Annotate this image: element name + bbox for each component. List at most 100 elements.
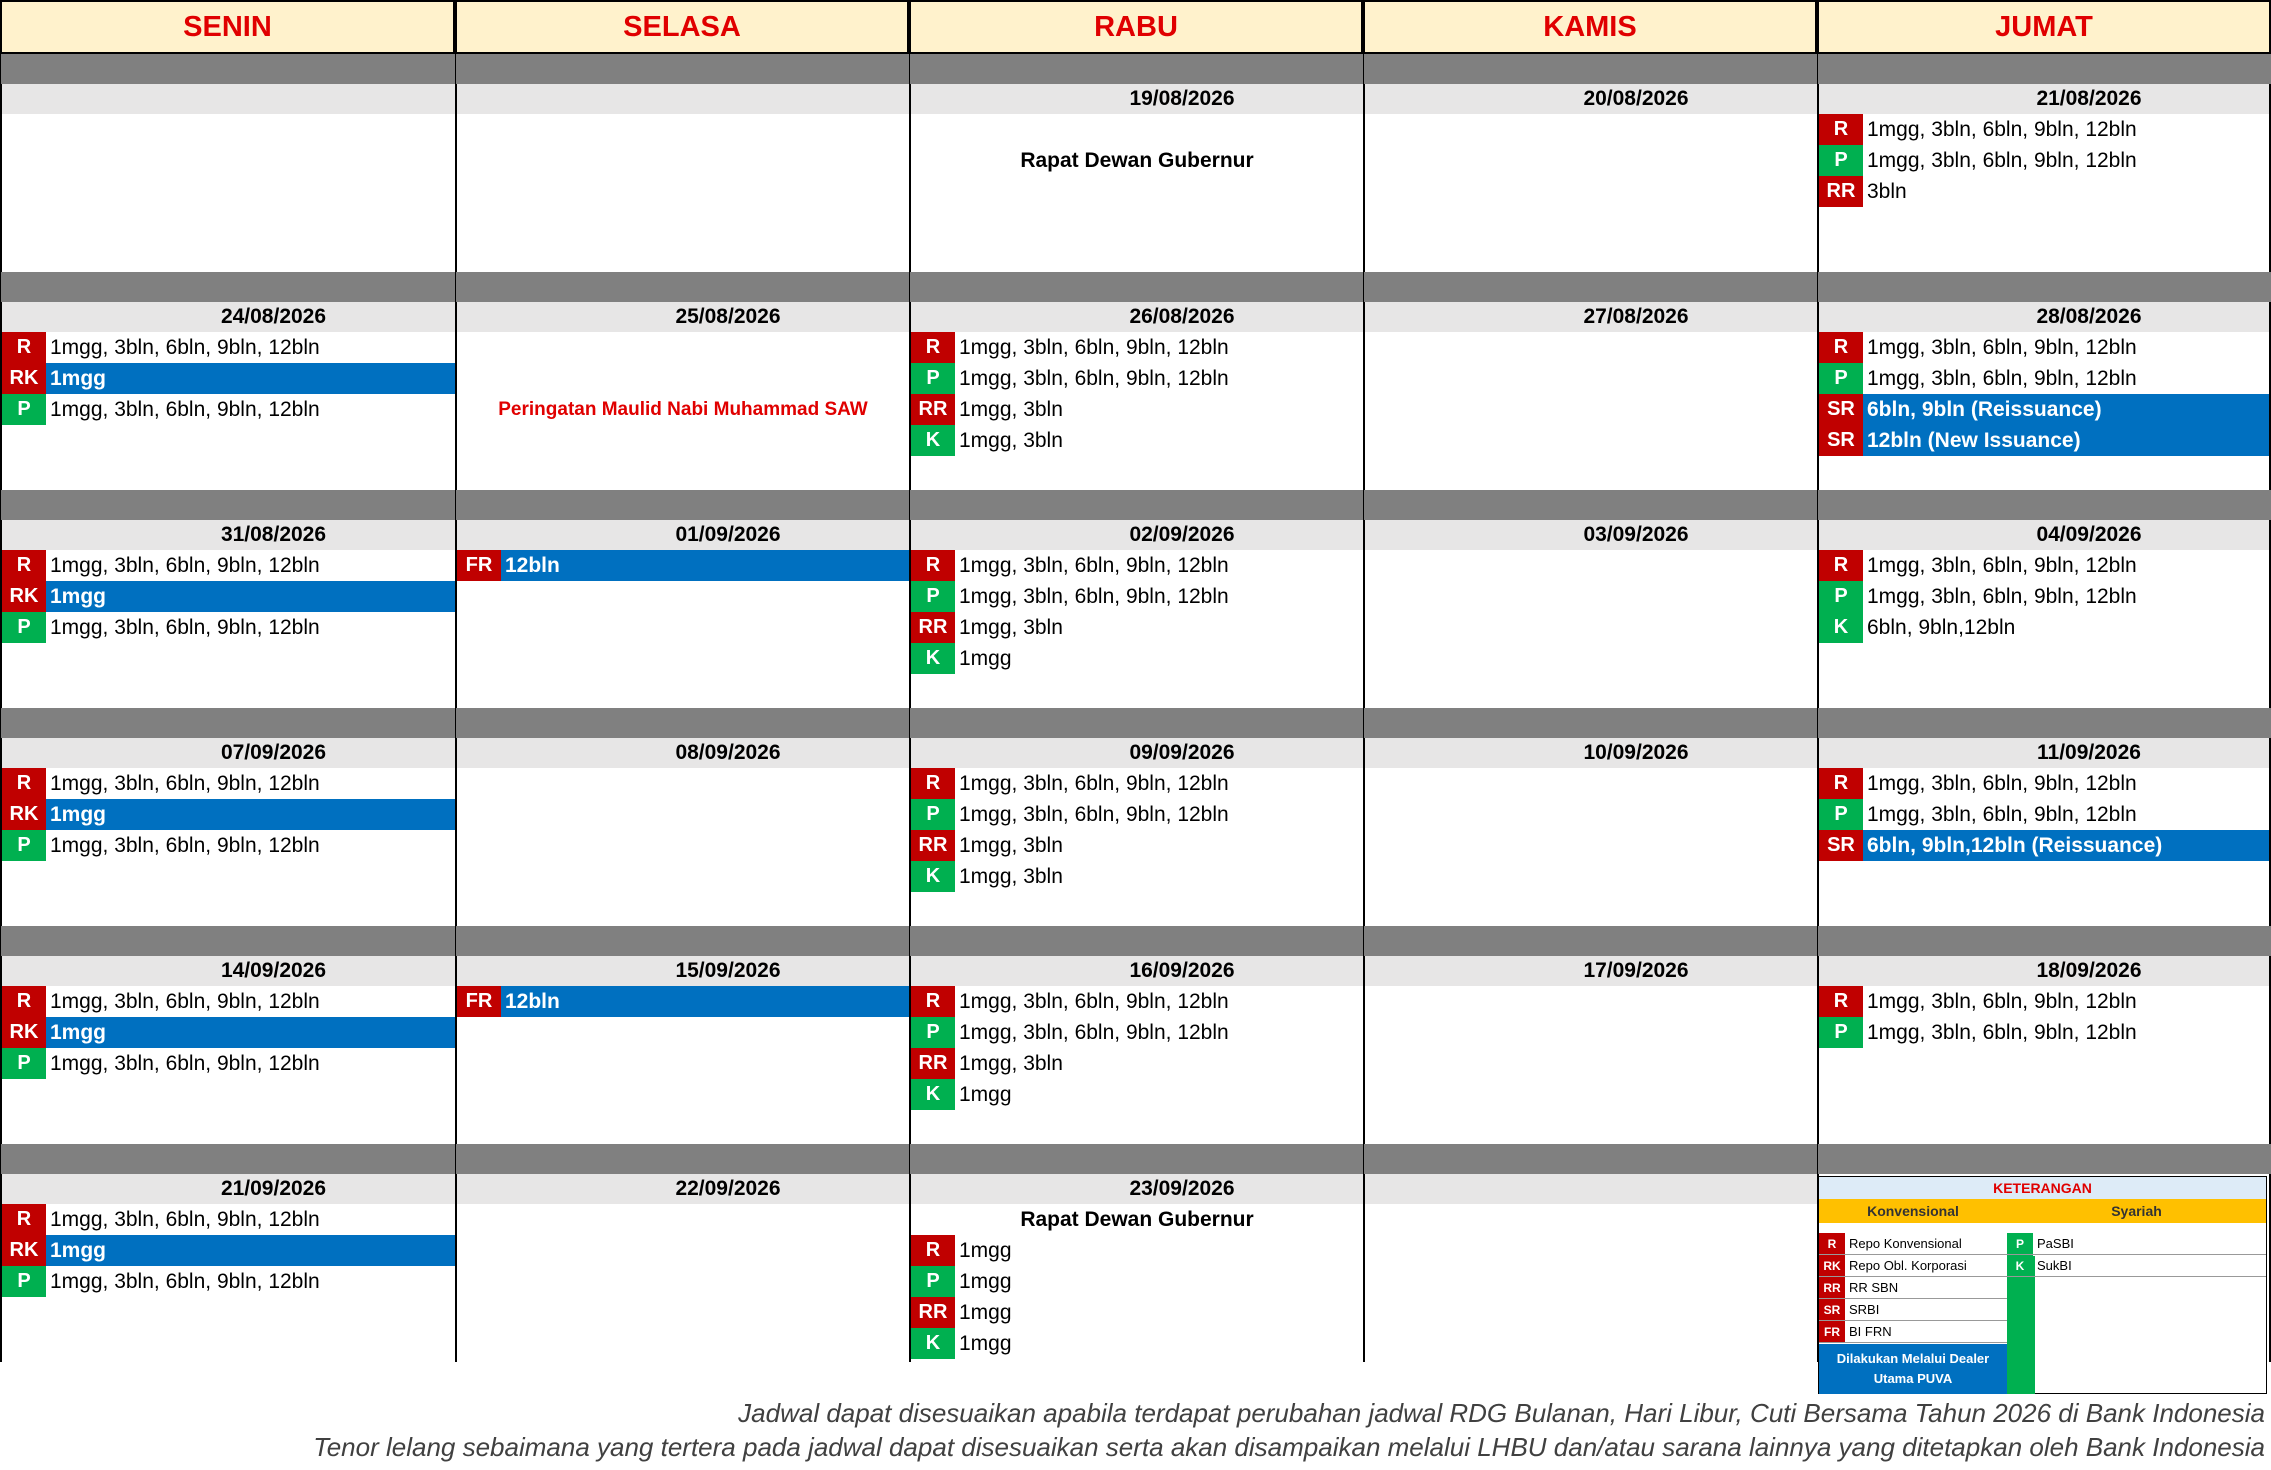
calendar-cell[interactable]: 19/08/2026 Rapat Dewan Gubernur (909, 84, 1363, 272)
date-bar: 26/08/2026 (911, 302, 1363, 332)
calendar-cell[interactable]: 11/09/2026 R 1mgg, 3bln, 6bln, 9bln, 12bln… (1817, 738, 2271, 926)
calendar-cell[interactable]: 22/09/2026 (455, 1174, 909, 1362)
cell-date: 26/08/2026 (1129, 305, 1235, 328)
week-separator (0, 54, 455, 84)
legend-badge: K (2007, 1255, 2033, 1276)
legend-item-r: R Repo Konvensional (1819, 1233, 2007, 1255)
tenor-text: 1mgg, 3bln, 6bln, 9bln, 12bln (50, 833, 320, 857)
tenor-text: 1mgg, 3bln, 6bln, 9bln, 12bln (1867, 802, 2137, 826)
legend-label: SukBI (2037, 1258, 2072, 1273)
instrument-badge-p: P (1819, 363, 1863, 394)
auction-line: P 1mgg, 3bln, 6bln, 9bln, 12bln (911, 1017, 1363, 1048)
instrument-badge-p: P (911, 1017, 955, 1048)
tenor-text: 1mgg, 3bln, 6bln, 9bln, 12bln (50, 1051, 320, 1075)
tenor-text: 1mgg, 3bln, 6bln, 9bln, 12bln (1867, 335, 2137, 359)
legend-badge: R (1819, 1233, 1845, 1254)
instrument-badge-rr: RR (911, 830, 955, 861)
tenor-text: 1mgg (959, 1082, 1012, 1106)
calendar-cell[interactable]: 14/09/2026 R 1mgg, 3bln, 6bln, 9bln, 12bln… (0, 956, 455, 1144)
instrument-badge-p: P (2, 830, 46, 861)
tenor-text: 1mgg, 3bln, 6bln, 9bln, 12bln (1867, 989, 2137, 1013)
cell-date: 18/09/2026 (2036, 959, 2142, 982)
legend-label: BI FRN (1849, 1324, 1892, 1339)
calendar-cell[interactable]: 25/08/2026 Peringatan Maulid Nabi Muhamma… (455, 302, 909, 490)
calendar-cell[interactable] (0, 84, 455, 272)
calendar-cell[interactable]: 02/09/2026 R 1mgg, 3bln, 6bln, 9bln, 12bln… (909, 520, 1363, 708)
instrument-badge-rr: RR (1819, 176, 1863, 207)
calendar-cell[interactable] (455, 84, 909, 272)
week-separator (455, 272, 909, 302)
date-bar: 17/09/2026 (1365, 956, 1817, 986)
calendar-cell[interactable]: 24/08/2026 R 1mgg, 3bln, 6bln, 9bln, 12bln… (0, 302, 455, 490)
calendar-cell[interactable]: 03/09/2026 (1363, 520, 1817, 708)
calendar-cell[interactable]: 09/09/2026 R 1mgg, 3bln, 6bln, 9bln, 12bln… (909, 738, 1363, 926)
instrument-badge-p: P (2, 1266, 46, 1297)
week-separator (0, 708, 455, 738)
auction-line: R 1mgg, 3bln, 6bln, 9bln, 12bln (911, 332, 1363, 363)
calendar-cell[interactable]: 04/09/2026 R 1mgg, 3bln, 6bln, 9bln, 12bln… (1817, 520, 2271, 708)
calendar-cell[interactable]: 10/09/2026 (1363, 738, 1817, 926)
week-separator (909, 490, 1363, 520)
week-separator (1817, 1144, 2271, 1174)
auction-line: RR 1mgg, 3bln (911, 1048, 1363, 1079)
date-bar: 08/09/2026 (457, 738, 909, 768)
cell-date: 04/09/2026 (2036, 523, 2142, 546)
instrument-badge-fr: FR (457, 986, 501, 1017)
auction-line: RR 1mgg, 3bln (911, 612, 1363, 643)
auction-line: RK 1mgg (2, 1017, 455, 1048)
calendar-cell[interactable]: 17/09/2026 (1363, 956, 1817, 1144)
calendar-cell[interactable]: 23/09/2026 Rapat Dewan Gubernur R 1mgg P 1mgg… (909, 1174, 1363, 1362)
week-separator (1817, 708, 2271, 738)
instrument-badge-rr: RR (911, 394, 955, 425)
auction-line: P 1mgg, 3bln, 6bln, 9bln, 12bln (1819, 145, 2269, 176)
cell-date: 10/09/2026 (1583, 741, 1689, 764)
cell-date: 15/09/2026 (675, 959, 781, 982)
instrument-badge-sr: SR (1819, 394, 1863, 425)
calendar-cell[interactable]: 21/08/2026 R 1mgg, 3bln, 6bln, 9bln, 12bln… (1817, 84, 2271, 272)
calendar-cell[interactable]: 16/09/2026 R 1mgg, 3bln, 6bln, 9bln, 12bln… (909, 956, 1363, 1144)
tenor-text: 1mgg, 3bln (959, 1051, 1063, 1075)
auction-line: R 1mgg (911, 1235, 1363, 1266)
tenor-text: 1mgg, 3bln, 6bln, 9bln, 12bln (1867, 366, 2137, 390)
week-separator (1817, 54, 2271, 84)
calendar-cell[interactable]: 20/08/2026 (1363, 84, 1817, 272)
tenor-text: 1mgg (50, 584, 107, 608)
auction-line: P 1mgg, 3bln, 6bln, 9bln, 12bln (2, 1048, 455, 1079)
auction-line: R 1mgg, 3bln, 6bln, 9bln, 12bln (1819, 114, 2269, 145)
legend-item-rk: RK Repo Obl. Korporasi (1819, 1255, 2007, 1277)
calendar-cell[interactable]: 28/08/2026 R 1mgg, 3bln, 6bln, 9bln, 12bln… (1817, 302, 2271, 490)
legend-badge: FR (1819, 1321, 1845, 1342)
instrument-badge-r: R (911, 1235, 955, 1266)
week-separator (1363, 708, 1817, 738)
instrument-badge-k: K (1819, 612, 1863, 643)
instrument-badge-r: R (911, 332, 955, 363)
cell-date: 25/08/2026 (675, 305, 781, 328)
auction-calendar: SENIN SELASA RABU KAMIS JUMAT 19/08/2026 Rapat… (0, 0, 2271, 1362)
instrument-badge-rk: RK (2, 1235, 46, 1266)
week-separator (455, 490, 909, 520)
tenor-text: 1mgg, 3bln (959, 864, 1063, 888)
calendar-cell[interactable] (1363, 1174, 1817, 1362)
calendar-cell[interactable]: 27/08/2026 (1363, 302, 1817, 490)
tenor-text: 1mgg, 3bln, 6bln, 9bln, 12bln (1867, 117, 2137, 141)
week-separator (1363, 54, 1817, 84)
instrument-badge-rr: RR (911, 1048, 955, 1079)
calendar-cell[interactable]: 01/09/2026 FR 12bln (455, 520, 909, 708)
instrument-badge-k: K (911, 425, 955, 456)
legend-item-k: K SukBI (2007, 1255, 2266, 1277)
date-bar: 03/09/2026 (1365, 520, 1817, 550)
calendar-cell[interactable]: 08/09/2026 (455, 738, 909, 926)
calendar-cell[interactable]: 31/08/2026 R 1mgg, 3bln, 6bln, 9bln, 12bln… (0, 520, 455, 708)
day-header-jumat: JUMAT (1817, 0, 2271, 54)
auction-line: P 1mgg, 3bln, 6bln, 9bln, 12bln (911, 363, 1363, 394)
date-bar: 11/09/2026 (1819, 738, 2269, 768)
instrument-badge-r: R (911, 768, 955, 799)
calendar-cell[interactable]: 07/09/2026 R 1mgg, 3bln, 6bln, 9bln, 12bln… (0, 738, 455, 926)
calendar-cell[interactable]: 18/09/2026 R 1mgg, 3bln, 6bln, 9bln, 12bln… (1817, 956, 2271, 1144)
legend-label: RR SBN (1849, 1280, 1899, 1295)
instrument-badge-r: R (2, 1204, 46, 1235)
calendar-cell[interactable]: 21/09/2026 R 1mgg, 3bln, 6bln, 9bln, 12bln… (0, 1174, 455, 1362)
tenor-text: 1mgg (50, 1020, 107, 1044)
calendar-cell[interactable]: 15/09/2026 FR 12bln (455, 956, 909, 1144)
calendar-cell[interactable]: 26/08/2026 R 1mgg, 3bln, 6bln, 9bln, 12bln… (909, 302, 1363, 490)
